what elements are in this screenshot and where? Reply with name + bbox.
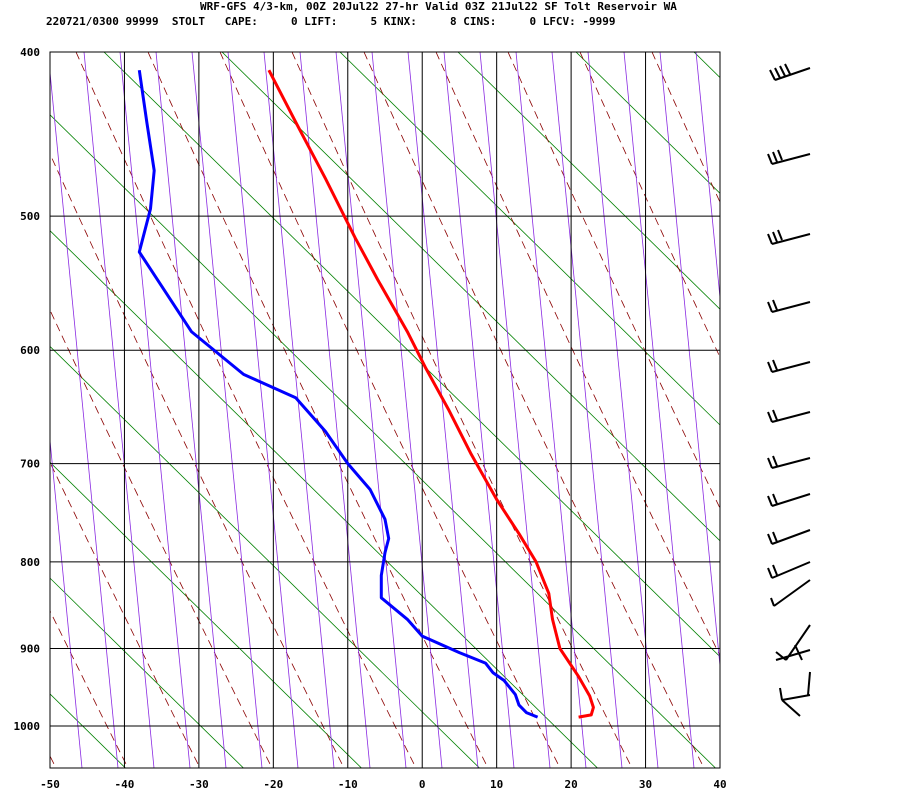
moist-adiabat-line xyxy=(724,52,900,768)
x-tick-label: -50 xyxy=(40,778,60,791)
moist-adiabat-line xyxy=(291,52,633,768)
y-tick-label: 800 xyxy=(20,556,40,569)
dewpoint-profile-line xyxy=(137,69,539,719)
y-tick-label: 1000 xyxy=(14,720,41,733)
mixing-ratio-line xyxy=(587,52,659,768)
wind-barb xyxy=(767,561,811,579)
dry-adiabat-line xyxy=(0,52,38,798)
moist-adiabat-line xyxy=(147,52,489,768)
mixing-ratio-line xyxy=(83,52,155,768)
x-tick-label: -10 xyxy=(338,778,358,791)
mixing-ratio-line xyxy=(335,52,407,768)
wind-barb xyxy=(779,671,811,717)
wind-barb xyxy=(767,493,811,507)
y-tick-label: 400 xyxy=(20,46,40,59)
mixing-ratio-line xyxy=(804,52,874,768)
dry-adiabat-line xyxy=(457,52,720,310)
y-tick-labels: 400 500 600 700 800 900 1000 xyxy=(14,46,41,733)
x-tick-label: 30 xyxy=(639,778,652,791)
dry-adiabat-line xyxy=(575,52,720,194)
mixing-ratio-line xyxy=(299,52,371,768)
mixing-ratio-line xyxy=(479,52,551,768)
moist-adiabat-line xyxy=(363,52,705,768)
y-tick-label: 700 xyxy=(20,458,40,471)
wind-barb xyxy=(767,529,811,545)
dry-adiabat-line xyxy=(693,52,720,79)
mixing-ratio-line xyxy=(695,52,720,302)
x-tick-label: 20 xyxy=(564,778,577,791)
mixing-ratio-line xyxy=(0,52,46,768)
moist-adiabat-line xyxy=(50,309,273,768)
mixing-ratio-line xyxy=(155,52,227,768)
wind-barb xyxy=(767,299,811,313)
x-tick-label: 10 xyxy=(490,778,503,791)
chart-title: WRF-GFS 4/3-km, 00Z 20Jul22 27-hr Valid … xyxy=(200,0,677,13)
mixing-ratio-line xyxy=(50,436,83,768)
y-tick-label: 600 xyxy=(20,344,40,357)
temperature-profile-line xyxy=(267,69,595,719)
wind-barb xyxy=(769,63,811,81)
mixing-ratio-line xyxy=(371,52,443,768)
series-group xyxy=(137,69,595,719)
dry-adiabat-line xyxy=(50,114,717,768)
wind-barb xyxy=(770,579,811,607)
wind-barb xyxy=(767,229,811,245)
dry-adiabat-line xyxy=(103,52,720,658)
dry-adiabat-line xyxy=(339,52,720,426)
moist-adiabat-line xyxy=(219,52,561,768)
moist-adiabat-line xyxy=(75,52,417,768)
moist-adiabat-line xyxy=(796,52,900,768)
wind-barb xyxy=(767,149,811,165)
plot-frame xyxy=(49,51,721,769)
mixing-ratio-line xyxy=(263,52,335,768)
moist-adiabat-line xyxy=(868,52,900,768)
mixing-ratio-line xyxy=(227,52,299,768)
wind-barbs-column xyxy=(767,63,811,717)
mixing-ratio-line xyxy=(119,52,191,768)
wind-barb xyxy=(775,624,811,661)
x-tick-labels: -50 -40 -30 -20 -10 0 10 20 30 40 xyxy=(40,778,727,791)
x-tick-label: 40 xyxy=(713,778,726,791)
wind-barb xyxy=(767,359,811,373)
mixing-ratio-line xyxy=(407,52,479,768)
dry-adiabat-line xyxy=(50,230,599,768)
wind-barb xyxy=(767,409,811,423)
mixing-ratio-line xyxy=(623,52,695,768)
moist-adiabat-line xyxy=(50,461,201,768)
dry-adiabat-line xyxy=(221,52,720,542)
y-tick-label: 900 xyxy=(20,642,40,655)
mixing-ratio-line xyxy=(191,52,263,768)
wind-barb xyxy=(767,455,811,469)
moist-adiabat-line xyxy=(435,52,720,657)
dry-adiabat-line xyxy=(50,577,245,768)
x-tick-label: -40 xyxy=(115,778,135,791)
dry-adiabat-line xyxy=(50,345,481,768)
y-tick-label: 500 xyxy=(20,210,40,223)
dry-adiabat-line xyxy=(50,461,363,768)
x-tick-label: -20 xyxy=(263,778,283,791)
chart-subtitle: 220721/0300 99999 STOLT CAPE: 0 LIFT: 5 … xyxy=(46,15,616,28)
dry-adiabat-line xyxy=(50,693,127,768)
moist-adiabat-line xyxy=(50,755,57,768)
background-lines xyxy=(0,52,900,798)
moist-adiabat-line xyxy=(50,153,345,768)
mixing-ratio-line xyxy=(515,52,587,768)
x-tick-label: -30 xyxy=(189,778,209,791)
moist-adiabat-line xyxy=(579,52,720,359)
moist-adiabat-line xyxy=(507,52,720,510)
mixing-ratio-line xyxy=(551,52,623,768)
moist-adiabat-line xyxy=(50,610,129,768)
mixing-ratio-line xyxy=(768,52,838,768)
x-tick-label: 0 xyxy=(419,778,426,791)
dry-adiabat-line xyxy=(812,52,900,798)
mixing-ratio-line xyxy=(50,68,119,768)
